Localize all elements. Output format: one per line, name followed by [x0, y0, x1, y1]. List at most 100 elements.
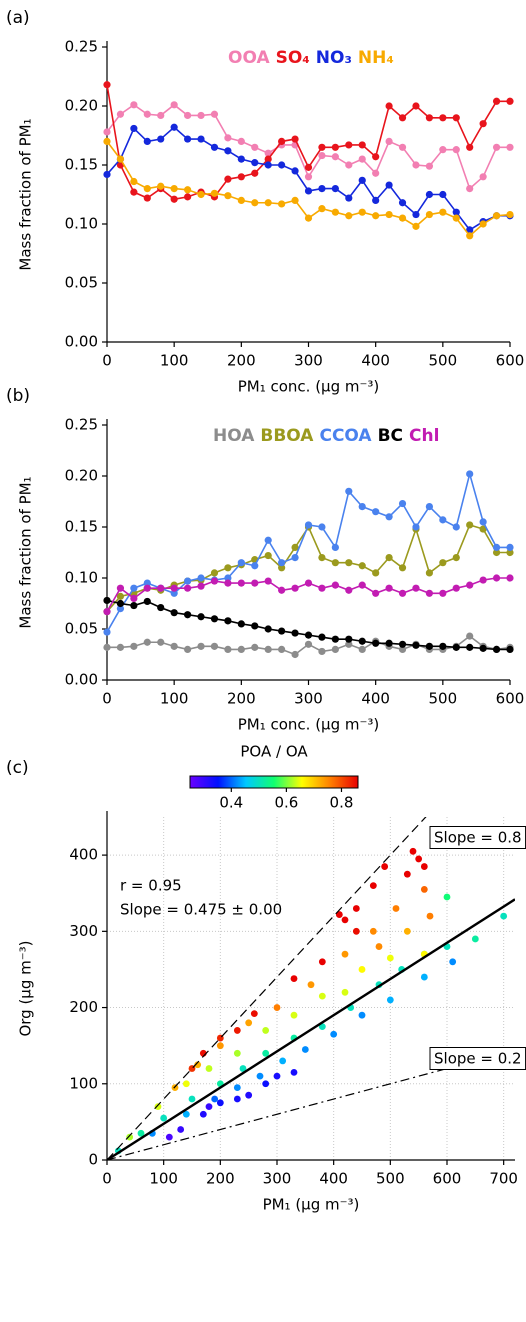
- data-point: [130, 594, 138, 603]
- data-point: [358, 503, 366, 511]
- data-point: [278, 645, 286, 654]
- panel-label: (a): [6, 8, 30, 28]
- data-point: [224, 564, 232, 572]
- data-point: [425, 162, 433, 170]
- data-point: [237, 173, 245, 181]
- data-point: [264, 645, 272, 654]
- y-tick-label: 300: [69, 922, 98, 940]
- data-point: [331, 559, 339, 567]
- scatter-point: [358, 1011, 366, 1019]
- data-point: [143, 137, 151, 145]
- data-point: [372, 169, 380, 177]
- data-point: [412, 222, 420, 230]
- panel-label: (b): [6, 386, 30, 406]
- data-point: [210, 642, 219, 650]
- data-point: [264, 536, 272, 544]
- data-point: [398, 589, 407, 597]
- scatter-point: [290, 1011, 298, 1019]
- data-point: [318, 584, 326, 592]
- data-point: [506, 97, 514, 105]
- legend-entry: OOA: [228, 48, 270, 68]
- data-point: [224, 147, 232, 155]
- data-point: [130, 584, 138, 592]
- legend-entry: BBOA: [260, 426, 314, 446]
- data-point: [197, 111, 205, 120]
- data-point: [197, 582, 205, 590]
- data-point: [278, 627, 286, 635]
- y-tick-label: 100: [69, 1074, 98, 1092]
- y-axis-title: Mass fraction of PM₁: [17, 118, 35, 270]
- data-point: [291, 584, 299, 592]
- data-point: [492, 143, 501, 151]
- data-point: [345, 212, 353, 220]
- data-point: [251, 143, 259, 151]
- legend-entry: SO₄: [276, 48, 310, 68]
- scatter-point: [194, 1061, 202, 1069]
- y-tick-label: 0.20: [65, 97, 98, 115]
- scatter-point: [262, 1049, 270, 1057]
- data-point: [103, 608, 111, 616]
- scatter-point: [245, 1091, 253, 1099]
- data-point: [143, 597, 151, 606]
- data-point: [291, 135, 299, 143]
- scatter-point: [290, 1068, 298, 1076]
- scatter-point: [375, 943, 383, 950]
- scatter-point: [500, 912, 508, 920]
- scatter-point: [420, 886, 428, 893]
- data-point: [506, 645, 514, 654]
- y-axis-title: Org (µg m⁻³): [17, 940, 35, 1036]
- x-axis-title: PM₁ conc. (µg m⁻³): [238, 378, 380, 396]
- data-point: [425, 210, 433, 219]
- legend-entry: CCOA: [319, 426, 372, 446]
- y-tick-label: 200: [69, 998, 98, 1016]
- data-point: [278, 564, 286, 572]
- scatter-point: [205, 1103, 213, 1111]
- data-point: [170, 185, 178, 193]
- data-point: [466, 643, 474, 651]
- x-tick-label: 100: [160, 352, 189, 370]
- data-point: [425, 114, 433, 122]
- y-tick-label: 0.00: [65, 671, 98, 689]
- data-point: [264, 199, 272, 207]
- data-point: [412, 523, 420, 531]
- data-point: [291, 554, 299, 562]
- scatter-point: [199, 1110, 207, 1118]
- data-point: [331, 543, 339, 552]
- data-point: [358, 645, 366, 654]
- scatter-point: [318, 992, 326, 1000]
- legend-entry: Chl: [409, 426, 439, 446]
- scatter-point: [443, 893, 451, 901]
- data-point: [345, 635, 353, 643]
- data-point: [318, 633, 326, 641]
- x-tick-label: 600: [496, 690, 525, 708]
- data-point: [492, 645, 501, 654]
- x-tick-label: 700: [489, 1170, 518, 1188]
- data-point: [452, 554, 460, 562]
- data-point: [358, 141, 366, 149]
- data-point: [398, 499, 407, 508]
- data-point: [278, 200, 286, 208]
- data-point: [425, 190, 433, 199]
- data-point: [251, 622, 259, 630]
- series-line: [106, 470, 510, 633]
- data-point: [224, 645, 232, 654]
- data-point: [425, 642, 433, 650]
- scatter-point: [154, 1103, 162, 1111]
- scatter-point: [352, 927, 360, 935]
- data-point: [318, 205, 326, 213]
- data-point: [264, 149, 272, 157]
- data-point: [331, 635, 339, 643]
- y-tick-label: 0.05: [65, 620, 98, 638]
- scatter-point: [216, 1099, 224, 1107]
- data-point: [385, 102, 393, 110]
- data-point: [398, 114, 407, 122]
- scatter-point: [177, 1126, 185, 1133]
- scatter-point: [233, 1049, 241, 1057]
- data-point: [345, 194, 353, 202]
- x-tick-label: 600: [433, 1170, 462, 1188]
- data-point: [103, 128, 111, 136]
- data-point: [278, 161, 286, 169]
- data-point: [318, 647, 326, 656]
- data-point: [439, 114, 447, 122]
- scatter-point: [352, 905, 360, 912]
